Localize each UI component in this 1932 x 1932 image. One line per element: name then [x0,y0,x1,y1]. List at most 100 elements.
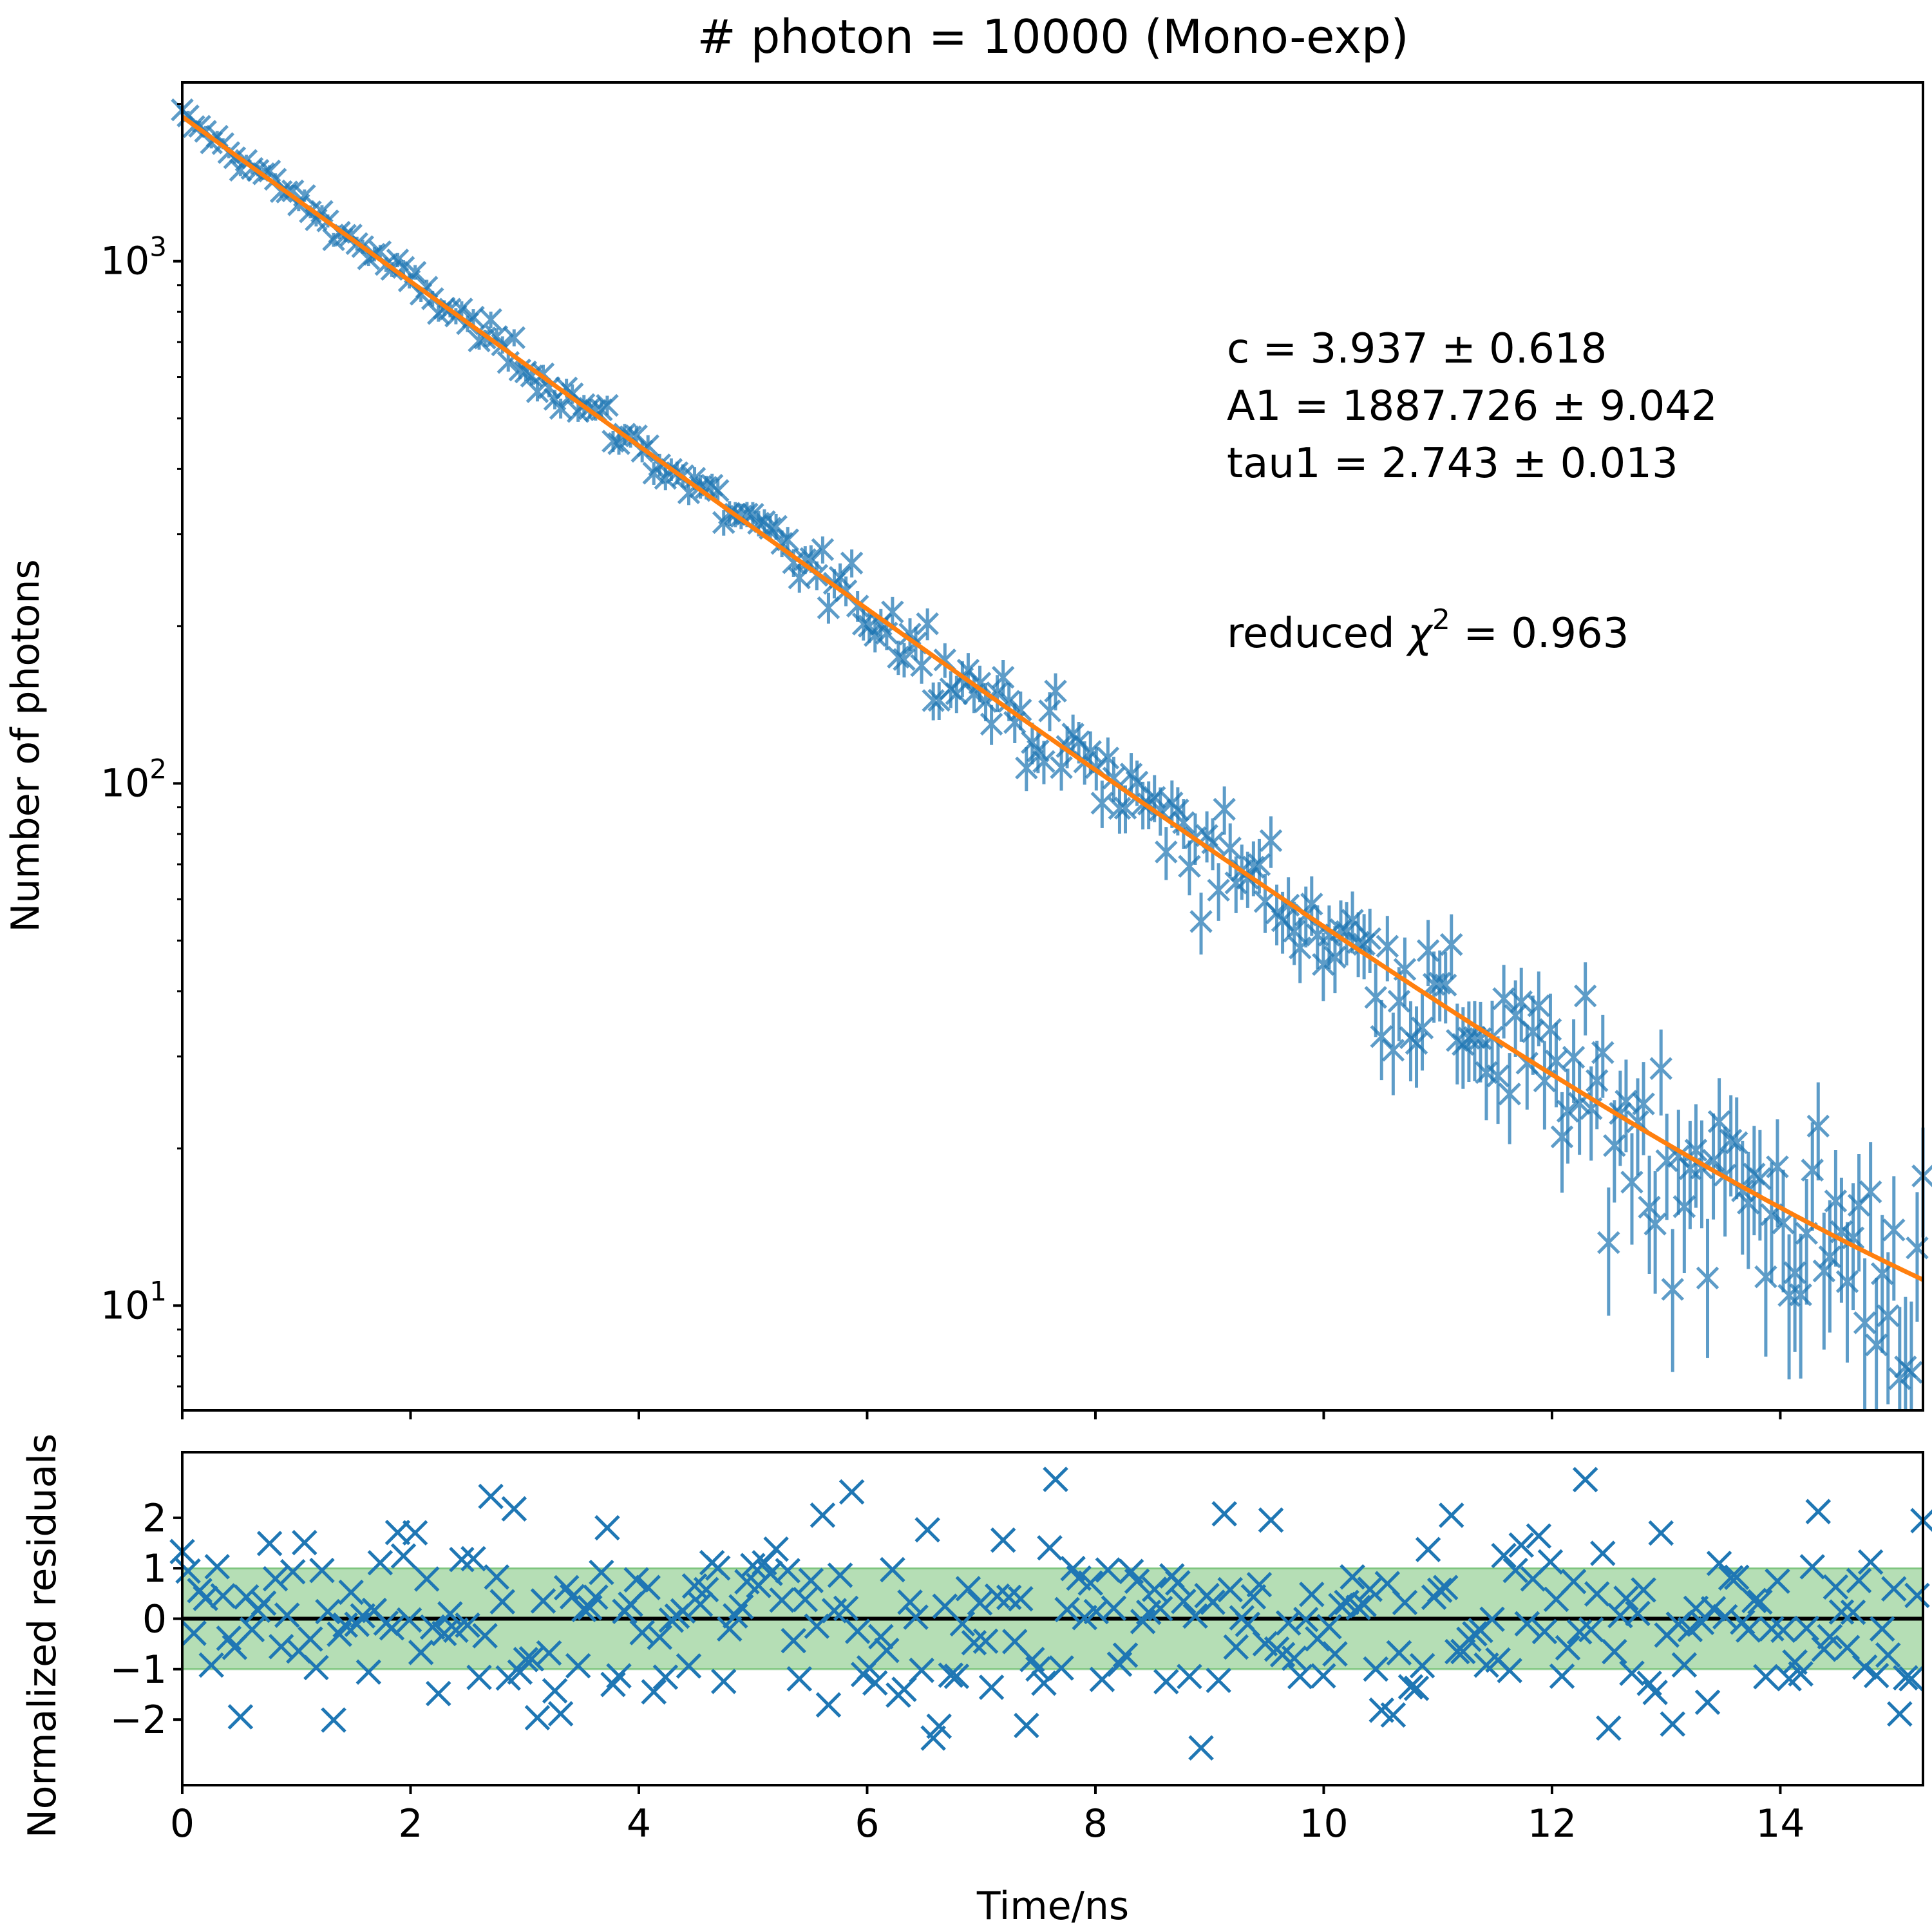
residual-point [693,1577,719,1603]
residual-point [1188,1735,1214,1761]
residual-point [1392,1589,1418,1616]
residual-point [623,1567,649,1593]
residual-point [1287,1663,1313,1690]
svg-text:Normalized residuals: Normalized residuals [20,1434,65,1838]
residual-point [844,1618,871,1644]
data-point [1632,1062,1655,1155]
residual-point [239,1616,265,1643]
residual-point [1426,1577,1453,1604]
residual-point [1694,1689,1721,1716]
residual-point [996,1584,1022,1611]
x-axis-label: Time/ns [976,1884,1129,1929]
top-y-axis-label: Number of photons [3,559,48,932]
data-point [596,393,619,417]
residual-point [1031,1670,1057,1696]
residual-point [315,1598,341,1625]
residual-point [1217,1577,1243,1603]
residual-point [1560,1568,1587,1595]
residual-point [321,1707,346,1733]
residual-y-tick-label: −1 [110,1647,167,1692]
y-tick-label: 101 [100,1275,167,1328]
residual-point [309,1557,335,1584]
residual-point [1770,1617,1796,1643]
residual-point [1386,1640,1412,1666]
y-tick-label: 102 [100,753,167,806]
residual-point [1869,1616,1895,1642]
residual-point [728,1594,754,1620]
residual-point [1409,1653,1435,1679]
residual-point [967,1590,993,1616]
residual-point [1736,1617,1761,1643]
residual-point [635,1575,661,1600]
residual-point [676,1653,702,1679]
data-point [1439,914,1463,980]
residual-marks [169,1466,1932,1761]
residual-point [827,1562,853,1588]
residual-point [367,1549,393,1576]
residual-point [781,1627,806,1654]
residual-point [1171,1588,1197,1615]
residual-point [303,1654,329,1681]
data-point [1748,1130,1772,1241]
residual-point [402,1520,428,1546]
data-point [881,596,904,629]
data-point [1882,1176,1906,1301]
residual-point [1508,1532,1534,1558]
residual-point [1625,1600,1651,1627]
residual-point [1875,1642,1901,1668]
residual-point [542,1678,568,1704]
residual-point [1008,1586,1034,1612]
residual-point [1584,1581,1610,1607]
fit-parameters: c = 3.937 ± 0.618 A1 = 1887.726 ± 9.042 … [1227,325,1718,658]
residual-point [874,1637,900,1663]
residual-point [1677,1616,1703,1643]
residual-point [1048,1655,1074,1681]
residual-point [1712,1604,1738,1630]
residual-point [763,1536,789,1562]
residual-point [647,1624,673,1651]
residual-point [1363,1656,1388,1682]
param-tau1: tau1 = 2.743 ± 0.013 [1227,440,1678,488]
residual-point [1025,1656,1051,1682]
residual-point [1345,1595,1371,1620]
residual-point [181,1620,207,1646]
residual-point [1578,1616,1604,1643]
data-point [502,326,526,350]
residual-point [1177,1663,1202,1690]
residual-point [903,1604,929,1630]
data-point [1643,1171,1667,1294]
x-tick-label: 8 [1083,1801,1108,1846]
residual-point [518,1646,545,1672]
residual-point [449,1546,475,1573]
residual-point [1840,1599,1866,1625]
residual-point [1281,1645,1307,1671]
residual-point [396,1607,422,1633]
data-point [1172,799,1195,849]
residual-point [1648,1520,1674,1546]
data-point [840,549,864,578]
residual-point [1112,1642,1139,1668]
residual-point [1293,1607,1319,1633]
residual-point [955,1576,981,1602]
residual-point [1857,1549,1884,1575]
residual-point [880,1557,905,1583]
residual-point [338,1579,364,1605]
residual-point [1380,1702,1406,1728]
residual-point [478,1483,504,1510]
residual-point [484,1564,509,1590]
data-point [1772,1170,1795,1293]
residual-point [838,1479,865,1505]
residual-point [1322,1641,1348,1667]
data-point [1259,816,1283,868]
residual-point [1613,1586,1639,1611]
residual-point [652,1664,679,1690]
residual-point [1153,1669,1179,1695]
residual-point [1462,1621,1488,1647]
residual-point [815,1692,842,1718]
residual-point [530,1588,556,1614]
residual-point [1479,1606,1505,1633]
data-point [1009,691,1032,730]
residual-y-tick-label: 1 [142,1546,167,1591]
residual-point [717,1616,743,1642]
